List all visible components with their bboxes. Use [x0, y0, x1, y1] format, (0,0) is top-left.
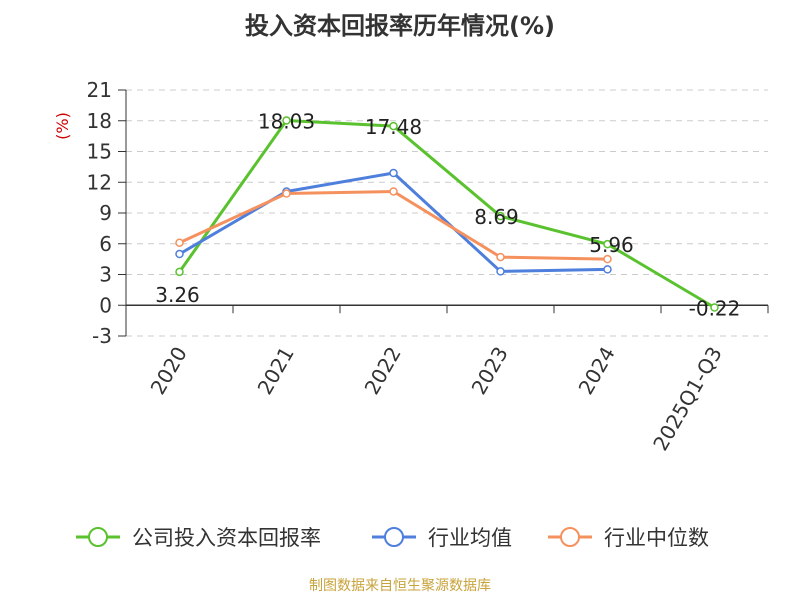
legend-marker — [560, 527, 580, 547]
source-note: 制图数据来自恒生聚源数据库 — [309, 578, 491, 594]
data-point — [282, 189, 291, 198]
x-tick-label: 2024 — [574, 343, 620, 399]
data-point — [389, 187, 398, 196]
grid — [126, 89, 768, 337]
data-label: 3.26 — [155, 283, 200, 307]
series-line — [178, 118, 716, 309]
data-point — [603, 265, 612, 274]
series — [175, 116, 719, 312]
x-tick-label: 2022 — [360, 343, 406, 399]
y-tick-label: 6 — [99, 232, 112, 256]
chart-title: 投入资本回报率历年情况(%) — [245, 12, 555, 40]
data-point — [389, 121, 398, 131]
y-tick-label: 9 — [99, 201, 112, 225]
y-tick-label: 18 — [87, 109, 112, 133]
legend-marker — [384, 527, 404, 547]
legend-marker — [88, 527, 108, 547]
series-line — [178, 189, 608, 261]
data-point — [175, 249, 184, 259]
data-point — [603, 239, 612, 249]
data-point — [175, 267, 184, 277]
data-point — [175, 238, 184, 247]
legend: 公司投入资本回报率 行业均值 行业中位数 — [76, 526, 709, 550]
y-tick-label: -3 — [92, 324, 112, 348]
data-label: 8.69 — [474, 205, 519, 229]
data-point — [603, 254, 612, 264]
data-label: -0.22 — [689, 297, 741, 321]
axes: -3 0 3 6 9 12 15 18 21 2020 2021 2022 2023 2024 2025Q1… — [87, 78, 769, 455]
legend-label: 行业中位数 — [604, 526, 709, 550]
y-tick-label: 21 — [87, 78, 112, 102]
y-tick-label: 12 — [87, 170, 112, 194]
x-tick-label: 2020 — [146, 343, 192, 399]
x-tick-label: 2023 — [467, 343, 513, 399]
y-axis-label: (%) — [53, 112, 72, 140]
data-point — [496, 267, 505, 276]
data-point — [496, 211, 505, 221]
data-labels: 3.26 18.03 17.48 8.69 5.96 -0.22 — [155, 109, 740, 320]
data-label: 17.48 — [365, 115, 422, 139]
legend-label: 公司投入资本回报率 — [132, 526, 321, 550]
data-label: 18.03 — [258, 109, 315, 133]
data-point — [710, 303, 719, 312]
y-tick-label: 15 — [87, 140, 112, 164]
legend-label: 行业均值 — [428, 526, 512, 550]
x-tick-label: 2021 — [253, 343, 299, 399]
y-tick-label: 3 — [99, 263, 112, 287]
x-tick-label: 2025Q1-Q3 — [648, 343, 727, 455]
data-point — [389, 168, 398, 178]
data-point — [496, 252, 505, 262]
y-tick-label: 0 — [99, 293, 112, 317]
data-point — [282, 116, 291, 125]
data-label: 5.96 — [589, 233, 634, 257]
